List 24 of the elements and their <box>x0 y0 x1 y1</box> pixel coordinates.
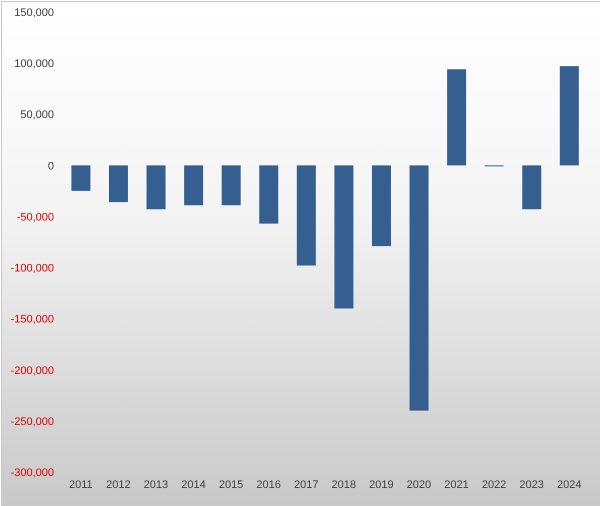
x-tick-label: 2015 <box>218 478 244 491</box>
x-tick-label: 2017 <box>294 478 318 491</box>
y-tick-label: -300,000 <box>10 467 54 479</box>
y-tick-label: -200,000 <box>10 364 54 377</box>
x-tick-label: 2013 <box>144 478 168 491</box>
x-tick-label: 2022 <box>482 478 506 491</box>
y-tick-label: 150,000 <box>14 7 54 19</box>
y-tick-label: 0 <box>48 160 54 172</box>
x-tick-label: 2012 <box>106 478 131 491</box>
y-tick-label: 100,000 <box>14 58 54 70</box>
x-tick-label: 2014 <box>181 478 206 491</box>
x-tick-label: 2020 <box>406 478 432 491</box>
x-tick-label: 2024 <box>556 478 582 491</box>
x-tick-label: 2018 <box>332 478 356 491</box>
x-tick-label: 2021 <box>444 478 469 491</box>
x-tick-label: 2023 <box>519 478 544 491</box>
x-tick-label: 2011 <box>68 478 93 491</box>
y-tick-label: -50,000 <box>16 211 54 224</box>
y-tick-label: -250,000 <box>10 416 54 428</box>
y-tick-label: -100,000 <box>10 262 54 275</box>
x-tick-label: 2019 <box>369 478 394 491</box>
y-tick-label: 50,000 <box>20 109 54 122</box>
x-tick-label: 2016 <box>256 478 281 491</box>
y-tick-label: -150,000 <box>10 314 54 326</box>
